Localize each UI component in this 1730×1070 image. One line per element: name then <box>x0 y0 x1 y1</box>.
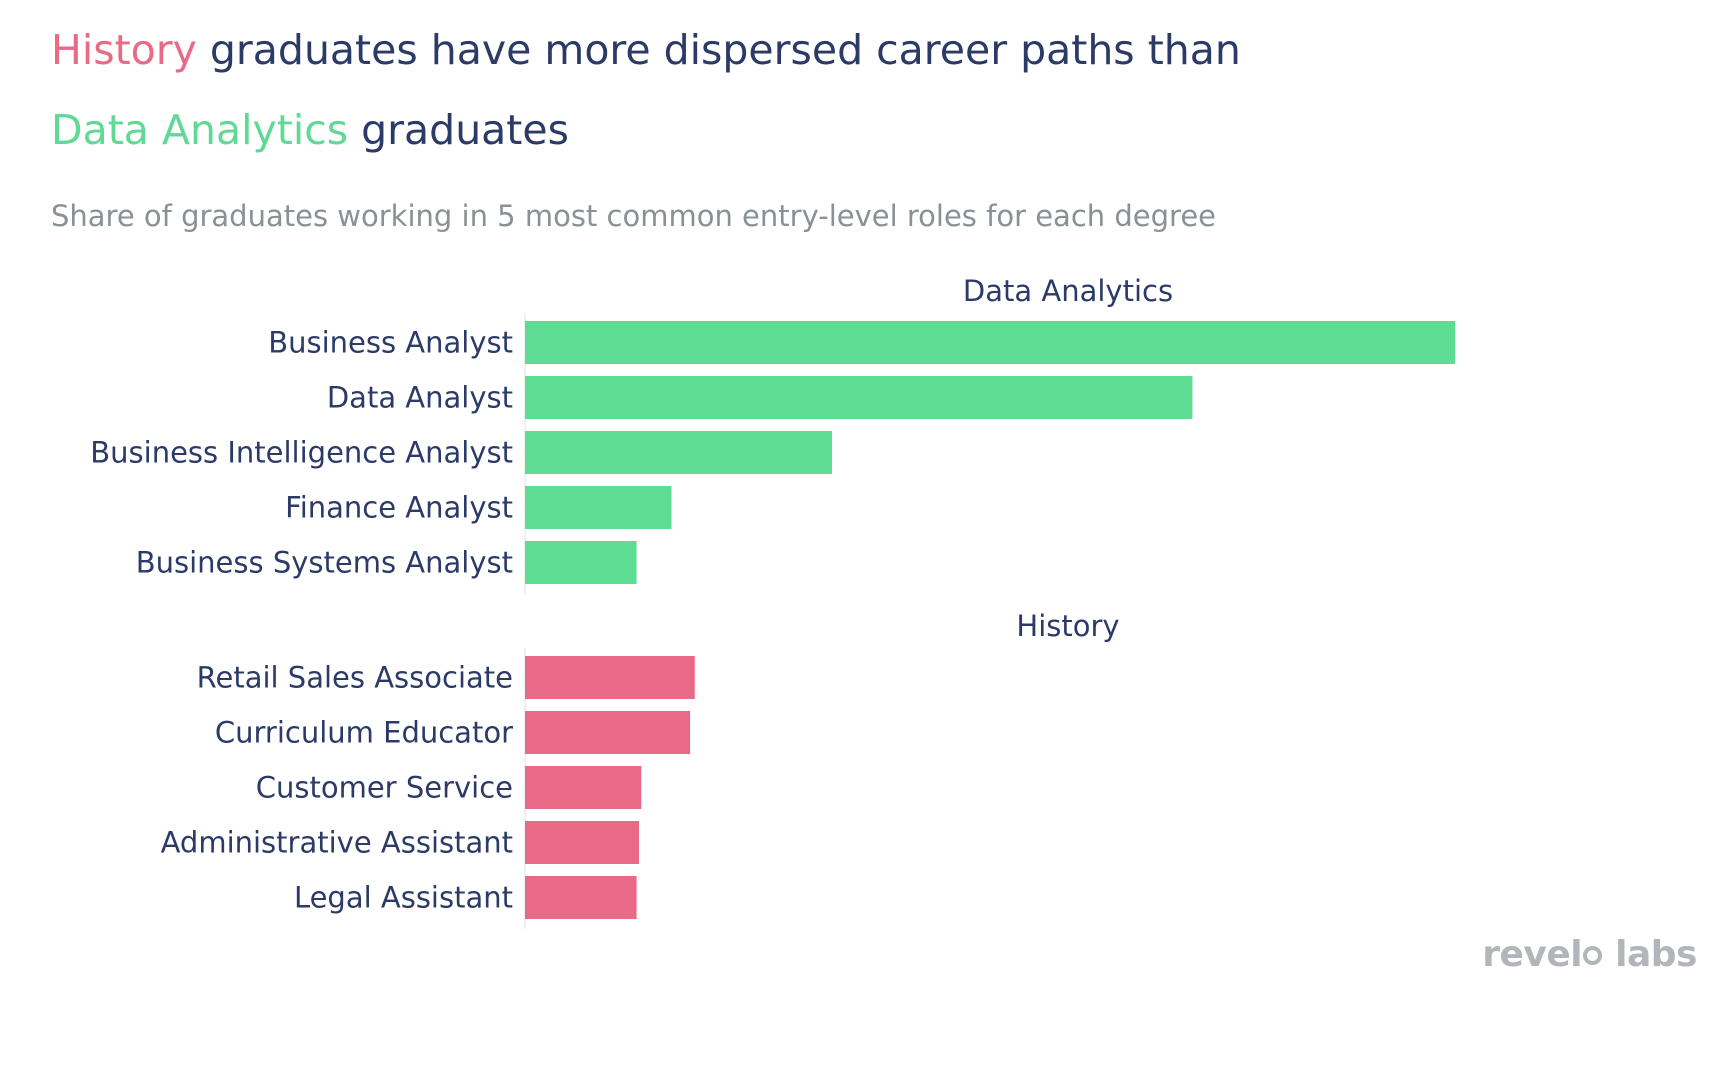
logo-dot-icon <box>1583 946 1603 965</box>
bar-history <box>525 766 642 809</box>
bar-data-analytics <box>525 486 672 529</box>
title-highlight-data-analytics: Data Analytics <box>51 106 349 154</box>
bar-history <box>525 821 639 864</box>
bar-history <box>525 876 637 919</box>
bar-history <box>525 656 695 699</box>
category-label: Administrative Assistant <box>161 826 513 860</box>
logo-text-2: labs <box>1615 934 1697 975</box>
category-label: Curriculum Educator <box>215 716 513 750</box>
bar-data-analytics <box>525 431 832 474</box>
chart-title-line-2: Data Analytics graduates <box>51 106 569 154</box>
category-label: Legal Assistant <box>294 881 513 915</box>
title-text-1: graduates have more dispersed career pat… <box>196 26 1241 74</box>
bar-data-analytics <box>525 321 1456 364</box>
panel-title-data-analytics: Data Analytics <box>963 274 1173 308</box>
chart-title-line-1: History graduates have more dispersed ca… <box>51 26 1241 74</box>
title-text-2: graduates <box>348 106 569 154</box>
category-label: Customer Service <box>256 771 513 805</box>
category-label: Business Intelligence Analyst <box>90 436 513 470</box>
revelio-labs-logo: revel labs <box>1482 934 1697 975</box>
category-label: Retail Sales Associate <box>197 661 513 695</box>
title-highlight-history: History <box>51 26 197 74</box>
bar-history <box>525 711 691 754</box>
bar-data-analytics <box>525 376 1193 419</box>
category-label: Business Systems Analyst <box>136 546 513 580</box>
panel-title-history: History <box>1016 609 1119 643</box>
category-label: Data Analyst <box>327 381 513 415</box>
category-label: Business Analyst <box>268 326 513 360</box>
chart-subtitle: Share of graduates working in 5 most com… <box>51 199 1216 233</box>
logo-text-1: revel <box>1482 934 1583 975</box>
category-label: Finance Analyst <box>285 491 513 525</box>
bar-data-analytics <box>525 541 637 584</box>
